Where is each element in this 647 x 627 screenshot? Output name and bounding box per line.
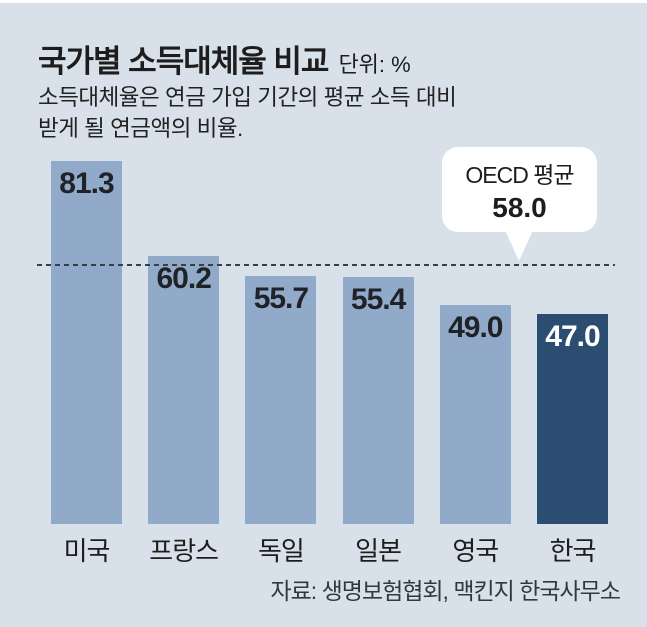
bar-4: 55.4 <box>342 276 414 524</box>
bar-5: 49.0 <box>439 305 511 524</box>
bar-value-label: 55.4 <box>350 282 406 316</box>
bar-2: 60.2 <box>148 255 220 524</box>
category-label-1: 미국 <box>63 536 111 566</box>
bar-1: 81.3 <box>51 161 122 524</box>
bar-3: 55.7 <box>245 275 317 524</box>
oecd-average-callout: OECD 평균 58.0 <box>442 147 597 232</box>
bar-value-label: 60.2 <box>156 261 211 295</box>
category-label-3: 독일 <box>257 536 305 566</box>
oecd-callout-label: OECD 평균 <box>465 162 574 188</box>
category-label-6: 한국 <box>549 536 597 566</box>
unit-label: 단위: % <box>338 52 411 77</box>
source-credit: 자료: 생명보험협회, 맥킨지 한국사무소 <box>270 578 621 604</box>
oecd-reference-line <box>37 264 615 266</box>
bar-value-label: 49.0 <box>448 311 503 345</box>
chart-title: 국가별 소득대체율 비교 단위: % <box>38 36 411 81</box>
top-edge-strip <box>0 0 647 3</box>
chart-subtitle: 소득대체율은 연금 가입 기간의 평균 소득 대비 받게 될 연금액의 비율. <box>38 85 457 141</box>
callout-tail-pointer <box>505 230 533 261</box>
bar-value-label: 55.7 <box>253 281 309 315</box>
bar-6: 47.0 <box>537 314 608 524</box>
oecd-callout-value: 58.0 <box>492 192 547 223</box>
category-label-4: 일본 <box>355 536 402 566</box>
category-label-5: 영국 <box>452 536 499 566</box>
chart-title-text: 국가별 소득대체율 비교 <box>38 44 329 79</box>
category-label-2: 프랑스 <box>149 536 219 566</box>
bar-value-label: 81.3 <box>59 167 114 201</box>
bar-value-label: 47.0 <box>545 320 600 354</box>
